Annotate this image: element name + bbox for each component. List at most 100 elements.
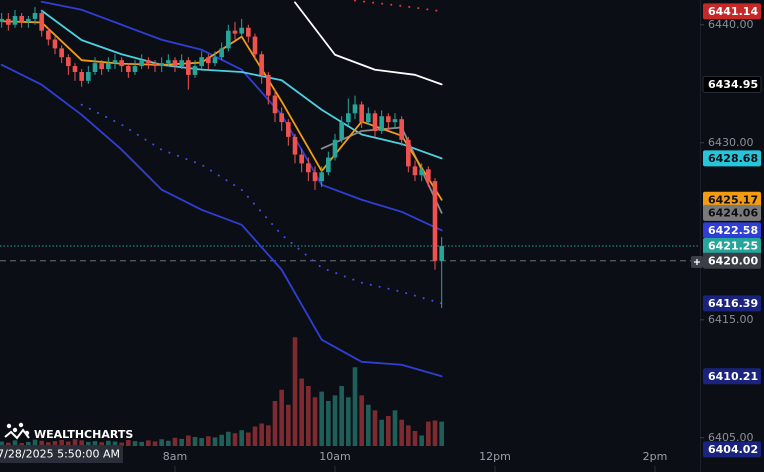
- candle-body: [132, 66, 138, 72]
- logo-mark: [4, 428, 30, 440]
- price-tag-label: 6420.00: [708, 254, 758, 267]
- volume-bar: [66, 441, 71, 446]
- candle-body: [292, 136, 298, 155]
- candle-body: [199, 57, 204, 67]
- candle-body: [259, 54, 264, 75]
- volume-bar: [412, 431, 418, 446]
- candle-body: [152, 63, 158, 67]
- price-tag: [703, 3, 761, 20]
- volume-bar: [126, 440, 131, 446]
- logo-dot: [6, 423, 12, 429]
- volume-bar: [246, 432, 251, 446]
- volume-bar: [326, 401, 331, 446]
- candle-body: [312, 172, 318, 182]
- candle-body: [66, 57, 71, 67]
- candle-body: [426, 169, 431, 182]
- candle-body: [26, 18, 31, 22]
- candle-body: [286, 122, 291, 137]
- volume-bar: [219, 434, 224, 446]
- volume-bar: [372, 410, 378, 446]
- candle-body: [86, 71, 91, 81]
- volume-bar: [359, 395, 364, 446]
- candle-body: [126, 66, 131, 72]
- candle-body: [439, 246, 444, 261]
- volume-bar: [379, 419, 384, 446]
- logo: WEALTHCHARTS: [4, 422, 133, 441]
- price-axis: 6440.00 6430.00 6415.00 6405.00 6441.14 6434.…: [700, 3, 762, 458]
- logo-text: WEALTHCHARTS: [34, 428, 133, 441]
- candle-body: [232, 30, 238, 34]
- candle-body: [399, 119, 404, 140]
- candle-body: [72, 66, 78, 72]
- candle-body: [166, 60, 171, 64]
- volume-bar: [112, 441, 118, 446]
- volume-bar: [146, 440, 151, 446]
- volume-bar: [286, 404, 291, 446]
- volume-bar: [199, 438, 204, 446]
- candle-body: [319, 172, 324, 182]
- logo-dot: [12, 427, 18, 433]
- volume-bar: [192, 437, 198, 446]
- volume-bar: [0, 441, 4, 446]
- volume-bar: [152, 441, 158, 446]
- volume-bar: [226, 431, 231, 446]
- volume-bar: [259, 423, 264, 446]
- cursor-plus: [694, 259, 700, 265]
- indicator-line: [40, 9, 443, 160]
- volume-bar: [59, 440, 64, 446]
- candle-body: [226, 30, 231, 49]
- candle-body: [379, 116, 384, 131]
- cursor-icon[interactable]: [691, 256, 703, 268]
- volume-bar: [46, 442, 51, 446]
- volume-bar: [139, 441, 144, 446]
- volume-bar: [312, 397, 318, 446]
- candle-body: [192, 66, 198, 75]
- candle-body: [59, 48, 64, 58]
- volume-bar: [232, 433, 238, 446]
- x-tick-label: 2pm: [643, 450, 668, 463]
- volume-bar: [292, 337, 298, 446]
- candle-body: [52, 39, 58, 49]
- volume-bar: [32, 439, 38, 446]
- logo-dot: [18, 422, 24, 428]
- candle-body: [366, 113, 371, 123]
- candle-body: [279, 113, 284, 123]
- volume-bar: [99, 442, 104, 446]
- volume-bar: [266, 425, 271, 446]
- plot-area: [0, 0, 700, 446]
- volume-bar: [352, 367, 358, 446]
- x-tick-label: 12pm: [479, 450, 511, 463]
- volume-bar: [432, 420, 438, 446]
- candle-body: [252, 36, 258, 55]
- volume-bar: [72, 439, 78, 446]
- candle-body: [246, 27, 251, 37]
- price-tag: [703, 204, 761, 221]
- candle-body: [19, 15, 24, 22]
- volume-bar: [439, 421, 444, 446]
- candle-body: [12, 15, 18, 25]
- volume-bar: [339, 386, 344, 446]
- candle-body: [39, 12, 44, 31]
- price-tag: [703, 238, 761, 255]
- candle-body: [392, 119, 398, 123]
- indicator-line: [40, 0, 443, 232]
- candle-body: [352, 104, 358, 114]
- candle-body: [0, 18, 4, 22]
- volume-bar: [239, 430, 244, 446]
- candle-body: [112, 60, 118, 64]
- volume-bar: [106, 440, 111, 446]
- candle-body: [139, 60, 144, 67]
- price-tag: [703, 295, 761, 312]
- price-tag-label: 6404.02: [708, 443, 758, 456]
- volume-bar: [319, 391, 324, 446]
- volume-bar: [39, 440, 44, 446]
- candle-body: [266, 74, 271, 96]
- candle-body: [339, 122, 344, 140]
- volume-bar: [306, 386, 311, 446]
- y-tick-label: 6430.00: [708, 136, 754, 149]
- volume-bar: [212, 437, 218, 446]
- indicator-line: [0, 63, 443, 378]
- crosshair-time-box: [0, 445, 123, 463]
